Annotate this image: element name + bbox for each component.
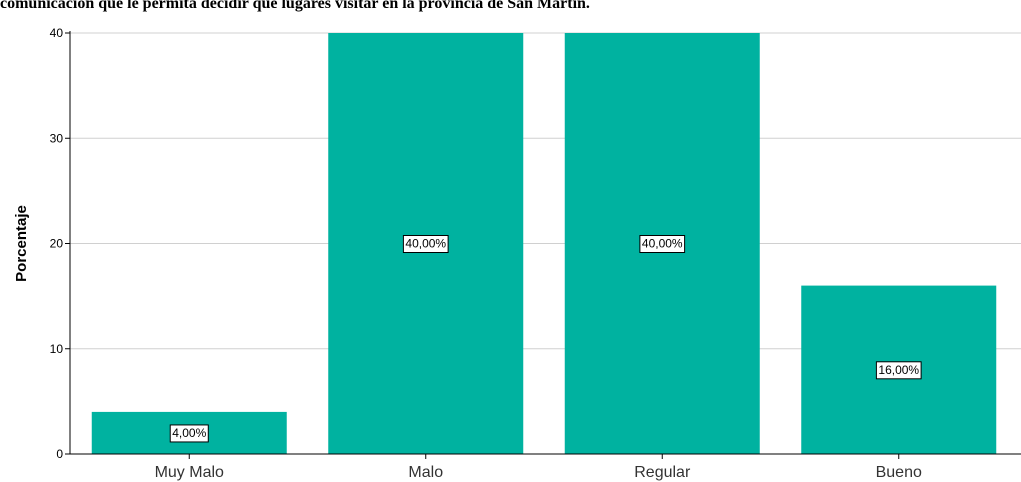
data-label-box [402, 235, 449, 253]
data-label-box [875, 361, 922, 380]
data-label-text: 4,00% [172, 426, 206, 440]
x-category-label: Malo [408, 464, 443, 481]
y-tick-label: 40 [50, 26, 64, 40]
y-tick-label: 10 [50, 342, 64, 356]
data-label-text: 40,00% [642, 237, 683, 251]
data-label-text: 16,00% [878, 363, 919, 377]
data-label: 4,00% [169, 424, 209, 443]
data-label-text: 40,00% [405, 237, 446, 251]
data-label: 40,00% [639, 235, 686, 253]
y-axis-ticks: 0 10 20 30 40 [50, 26, 70, 461]
data-label-box [639, 235, 686, 253]
chart-title: comunicación que le permita decidir qué … [0, 0, 1021, 14]
data-label-box [169, 424, 209, 443]
chart-title-text: comunicación que le permita decidir qué … [0, 0, 590, 12]
y-tick-label: 30 [50, 131, 64, 145]
x-category-label: Bueno [876, 464, 922, 481]
data-label: 16,00% [875, 361, 922, 380]
x-category-label: Regular [634, 464, 691, 481]
y-axis-label: Porcentaje [13, 205, 30, 282]
x-category-label: Muy Malo [155, 464, 224, 481]
y-tick-label: 20 [50, 237, 64, 251]
x-axis-categories: Muy Malo Malo Regular Bueno [155, 454, 922, 481]
y-tick-label: 0 [56, 447, 63, 461]
data-label: 40,00% [402, 235, 449, 253]
data-labels: 4,00% 40,00% 40,00% 16,00% [169, 235, 922, 443]
